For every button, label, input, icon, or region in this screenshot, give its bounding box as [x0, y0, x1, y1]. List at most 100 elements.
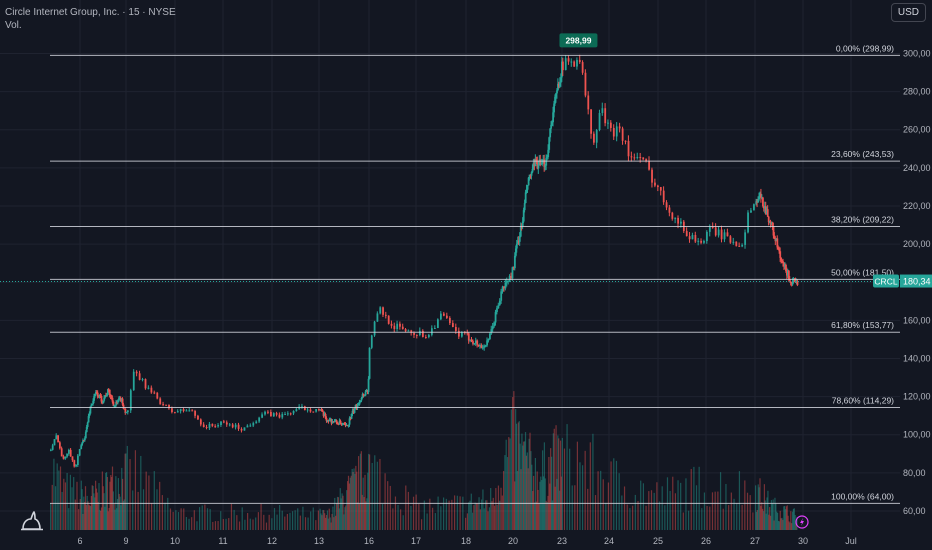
candle-body	[530, 172, 533, 176]
volume-bar	[291, 511, 294, 530]
candle-body	[243, 427, 246, 431]
candle-body	[621, 128, 624, 141]
candle-body	[697, 240, 700, 242]
candle-body	[645, 159, 648, 162]
y-tick-label: 100,00	[903, 430, 931, 440]
volume-bar	[785, 506, 787, 530]
candle-body	[366, 390, 369, 392]
volume-bar	[94, 497, 96, 530]
candle-body	[536, 161, 539, 169]
candle-body	[763, 206, 765, 209]
candle-body	[576, 59, 578, 67]
volume-bar	[353, 468, 355, 530]
volume-bar	[456, 495, 458, 530]
volume-bar	[51, 484, 53, 530]
candle-body	[343, 423, 346, 425]
volume-bar	[597, 471, 599, 530]
volume-bar	[730, 492, 732, 530]
candle-body	[711, 226, 714, 228]
candle-body	[106, 389, 109, 395]
candle-body	[750, 210, 752, 213]
candle-body	[714, 227, 717, 236]
candle-body	[651, 169, 653, 183]
volume-bar	[188, 518, 190, 530]
volume-bar	[236, 515, 238, 530]
fib-level-label: 100,00% (64,00)	[831, 491, 894, 501]
volume-bar	[551, 500, 554, 530]
candle-body	[107, 389, 110, 391]
candle-body	[368, 347, 371, 379]
volume-bar	[91, 485, 93, 530]
volume-bar	[389, 485, 391, 530]
volume-bar	[589, 442, 591, 530]
volume-bar	[263, 514, 265, 530]
candle-body	[422, 330, 424, 337]
volume-bar	[191, 517, 193, 530]
volume-label: Vol.	[5, 20, 22, 31]
candle-body	[129, 390, 132, 411]
candle-body	[270, 411, 272, 417]
volume-bar	[244, 519, 246, 530]
candle-body	[171, 408, 173, 413]
x-tick-label: 24	[604, 536, 614, 546]
candle-body	[83, 438, 86, 441]
candle-body	[484, 345, 487, 347]
candle-body	[738, 245, 741, 247]
candle-body	[474, 340, 477, 344]
volume-bar	[782, 519, 784, 530]
candle-body	[556, 90, 558, 94]
volume-bar	[317, 510, 320, 530]
tradingview-logo-icon[interactable]	[20, 510, 44, 532]
volume-bar	[543, 442, 545, 530]
candle-body	[524, 192, 527, 204]
candle-body	[370, 335, 373, 348]
volume-bar	[519, 443, 521, 530]
candle-body	[339, 420, 342, 424]
volume-bar	[592, 433, 594, 530]
volume-bar	[497, 485, 500, 530]
volume-bar	[484, 500, 487, 530]
volume-bar	[137, 491, 139, 530]
volume-bar	[544, 478, 546, 530]
candle-body	[153, 392, 156, 394]
candle-body	[325, 418, 328, 421]
volume-bar	[495, 488, 497, 530]
volume-bar	[78, 509, 80, 530]
candle-body	[345, 425, 348, 427]
volume-bar	[769, 515, 772, 530]
candle-body	[795, 281, 798, 283]
volume-bar	[397, 504, 399, 530]
candle-body	[255, 421, 258, 424]
candle-body	[688, 236, 691, 240]
candle-body	[114, 405, 117, 407]
volume-bar	[99, 509, 101, 530]
candle-body	[694, 234, 697, 242]
lightning-icon[interactable]	[795, 515, 809, 529]
candle-body	[194, 411, 196, 416]
volume-bar	[92, 485, 94, 530]
candle-body	[434, 328, 436, 330]
x-tick-label: 11	[218, 536, 227, 546]
candle-body	[338, 420, 341, 425]
candle-body	[513, 255, 516, 269]
candle-body	[525, 189, 528, 193]
currency-button[interactable]: USD	[890, 3, 926, 22]
volume-bar	[84, 502, 86, 530]
candle-body	[760, 193, 762, 199]
candle-body	[150, 387, 153, 393]
volume-bar	[526, 452, 528, 530]
candle-body	[364, 391, 367, 396]
candle-body	[776, 238, 779, 248]
candle-body	[467, 333, 470, 341]
fib-level-label: 0,00% (298,99)	[836, 43, 894, 53]
volume-bar	[338, 508, 340, 530]
candle-body	[399, 323, 401, 327]
volume-bar	[717, 491, 719, 530]
volume-bar	[515, 409, 517, 530]
y-tick-label: 260,00	[903, 125, 931, 135]
volume-bar	[524, 432, 527, 530]
candle-body	[470, 339, 473, 342]
x-tick-label: 13	[314, 536, 324, 546]
volume-bar	[634, 494, 636, 530]
